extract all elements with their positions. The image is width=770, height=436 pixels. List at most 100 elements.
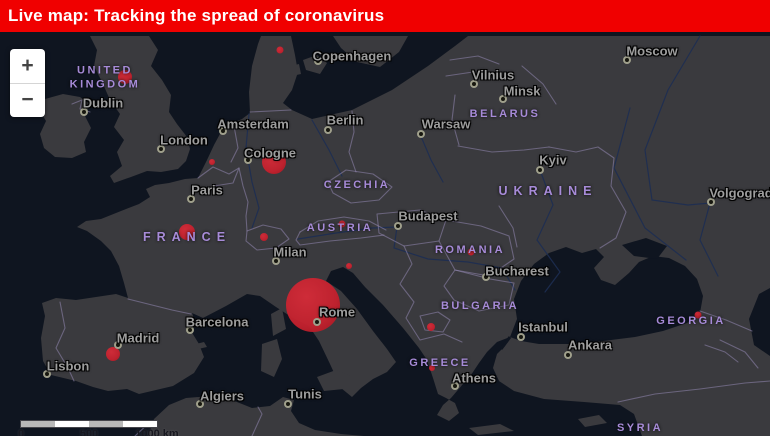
landmass-sweden xyxy=(333,36,408,67)
city-label: Kyiv xyxy=(539,152,567,168)
city-marker xyxy=(394,222,402,230)
island-cyprus xyxy=(578,415,607,427)
outbreak-circle[interactable] xyxy=(260,233,268,241)
landmass-ireland xyxy=(39,94,91,158)
country-label: GEORGIA xyxy=(656,314,726,327)
scale-segment xyxy=(123,421,157,427)
black-sea xyxy=(510,247,703,344)
city-label: Budapest xyxy=(398,208,458,224)
city-label: Copenhagen xyxy=(312,48,392,64)
city-label: Tunis xyxy=(288,386,322,402)
city-marker xyxy=(284,400,292,408)
rivers xyxy=(245,35,719,293)
zoom-in-button[interactable]: + xyxy=(10,49,45,84)
map-header: Live map: Tracking the spread of coronav… xyxy=(0,0,770,32)
caspian-sea xyxy=(749,288,770,356)
outbreak-circle[interactable] xyxy=(694,311,702,319)
city-marker xyxy=(499,95,507,103)
city-marker xyxy=(313,318,321,326)
city-marker xyxy=(196,400,204,408)
city-marker xyxy=(451,382,459,390)
country-label: BELARUS xyxy=(469,107,541,120)
country-label: ROMANIA xyxy=(434,243,506,256)
country-label: UKRAINE xyxy=(498,183,598,198)
city-label: Warsaw xyxy=(421,116,471,132)
city-marker xyxy=(707,198,715,206)
country-label: CZECHIA xyxy=(323,178,391,191)
city-marker xyxy=(219,127,227,135)
outbreak-circle[interactable] xyxy=(346,263,352,269)
outbreak-circle[interactable] xyxy=(427,323,435,331)
country-label: UNITED KINGDOM xyxy=(69,64,141,91)
city-label: Amsterdam xyxy=(217,116,289,132)
city-marker xyxy=(324,126,332,134)
outbreak-circle[interactable] xyxy=(106,347,120,361)
city-label: London xyxy=(160,132,208,148)
city-label: Paris xyxy=(191,182,223,198)
city-label: Lisbon xyxy=(46,358,90,374)
scale-bar: 0 500 1000 km xyxy=(17,420,179,436)
scale-tick-label: 1000 km xyxy=(135,428,179,436)
country-label: GREECE xyxy=(409,356,471,369)
city-label: Minsk xyxy=(503,83,541,99)
country-label: SYRIA xyxy=(616,421,664,434)
outbreak-circle[interactable] xyxy=(429,365,435,371)
city-marker xyxy=(623,56,631,64)
city-label: Istanbul xyxy=(518,319,568,335)
country-label: AUSTRIA xyxy=(306,221,374,234)
outbreak-circle[interactable] xyxy=(209,159,215,165)
outbreak-circle[interactable] xyxy=(467,248,475,256)
city-label: Milan xyxy=(273,244,307,260)
city-label: Athens xyxy=(451,370,497,386)
scale-tick-label: 0 xyxy=(17,428,25,436)
city-marker xyxy=(314,57,322,65)
island-corsica xyxy=(271,308,286,336)
country-borders xyxy=(55,55,770,436)
landmass-britain xyxy=(90,36,190,183)
outbreak-circle[interactable] xyxy=(179,224,195,240)
island-sardinia xyxy=(261,339,282,377)
scale-segment xyxy=(55,421,89,427)
city-marker xyxy=(482,273,490,281)
city-marker xyxy=(43,370,51,378)
city-marker xyxy=(187,195,195,203)
outbreak-circle[interactable] xyxy=(262,150,286,174)
city-label: Madrid xyxy=(116,330,160,346)
island-mallorca xyxy=(196,342,207,349)
outbreak-circle[interactable] xyxy=(276,46,284,54)
city-marker xyxy=(470,80,478,88)
city-marker xyxy=(244,156,252,164)
city-marker xyxy=(517,333,525,341)
island-sicily xyxy=(317,370,351,391)
scale-bar-ticks: 0 500 1000 km xyxy=(17,427,179,436)
outbreak-circle[interactable] xyxy=(118,70,132,84)
bosporus-strait xyxy=(499,336,512,350)
island-crete xyxy=(469,424,514,435)
city-marker xyxy=(80,108,88,116)
city-marker xyxy=(272,257,280,265)
country-label: BULGARIA xyxy=(440,299,520,312)
city-marker xyxy=(186,326,194,334)
city-marker xyxy=(536,166,544,174)
landmass-funen xyxy=(291,64,301,76)
city-marker xyxy=(157,145,165,153)
scale-bar-segments xyxy=(20,420,158,428)
city-label: Volgograd xyxy=(709,185,770,201)
city-label: Bucharest xyxy=(485,263,549,279)
scale-tick-label: 500 xyxy=(79,428,99,436)
city-label: Cologne xyxy=(244,145,296,161)
city-label: Algiers xyxy=(199,388,245,404)
city-label: Dublin xyxy=(82,95,124,111)
city-label: Berlin xyxy=(326,112,364,128)
city-label: Ankara xyxy=(567,337,613,353)
city-label: Moscow xyxy=(626,43,678,59)
zoom-out-button[interactable]: − xyxy=(21,88,34,112)
city-marker xyxy=(564,351,572,359)
country-label: FRANCE xyxy=(142,229,232,244)
sea-of-azov xyxy=(622,238,667,259)
outbreak-circle[interactable] xyxy=(338,220,346,228)
city-label: Rome xyxy=(318,304,356,320)
scale-segment xyxy=(21,421,55,427)
